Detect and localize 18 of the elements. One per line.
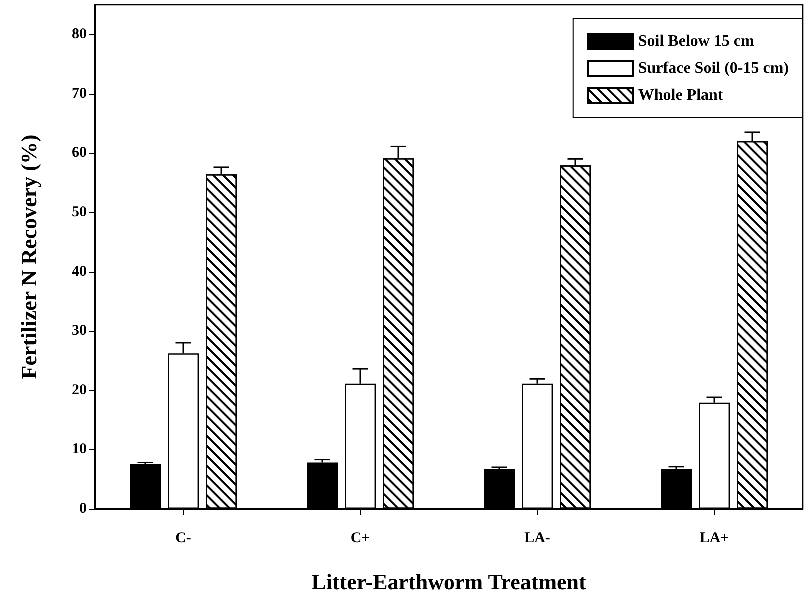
x-tick-label: LA+ [700,530,730,546]
y-tick-label: 20 [72,382,87,398]
y-axis-title: Fertilizer N Recovery (%) [16,134,42,380]
x-tick-label: C- [176,530,192,546]
x-tick-label: LA- [524,530,550,546]
y-tick-label: 50 [72,204,87,221]
legend-label: Soil Below 15 cm [638,33,756,50]
y-tick-label: 30 [72,323,87,340]
y-tick-label: 60 [72,145,87,162]
y-tick-label: 0 [80,501,87,517]
x-axis-title: Litter-Earthworm Treatment [312,570,588,594]
legend-label: Whole Plant [638,87,724,104]
x-tick-label: C+ [350,530,370,546]
y-tick-label: 80 [72,26,87,43]
y-tick-label: 70 [72,86,87,102]
y-tick-label: 10 [72,442,87,458]
y-tick-label: 40 [72,264,87,280]
legend-label: Surface Soil (0-15 cm) [638,60,790,77]
